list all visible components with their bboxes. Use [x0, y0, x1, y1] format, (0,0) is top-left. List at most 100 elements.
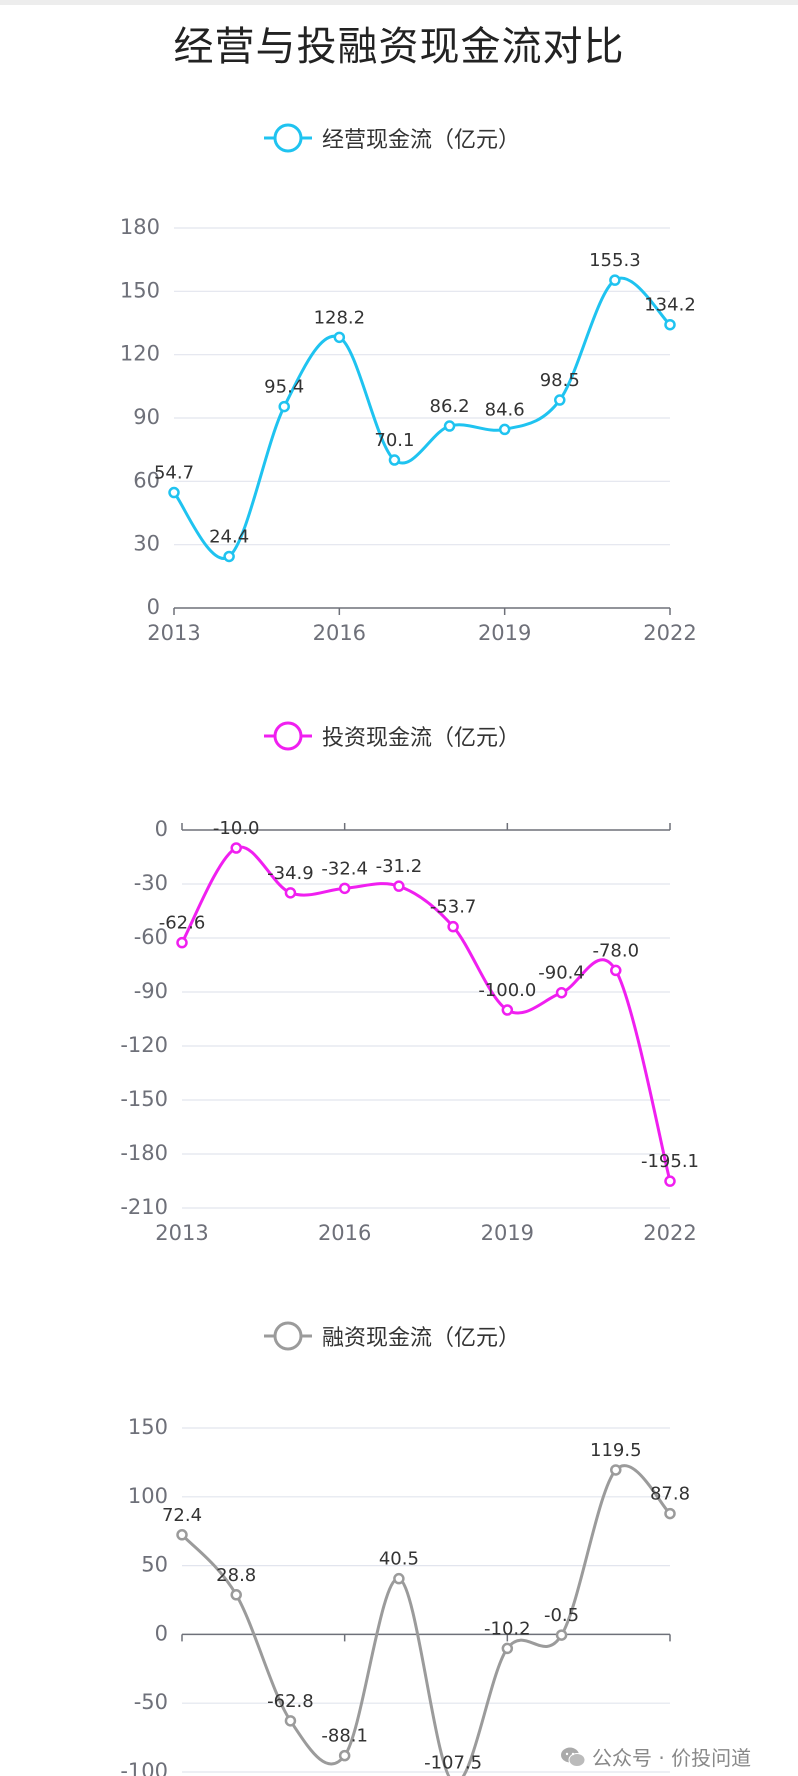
data-label: -107.5 — [424, 1752, 482, 1773]
data-point[interactable] — [664, 318, 676, 331]
chart-operating-cash-flow: 0 30 60 90 120 150 180 2013 2016 2019 2022 54.7 24.4… — [0, 200, 798, 660]
x-tick-label: 2022 — [643, 1221, 696, 1245]
data-label: -62.6 — [159, 913, 206, 934]
data-point[interactable] — [609, 274, 621, 286]
data-point[interactable] — [554, 394, 566, 406]
chart-investing-cash-flow: 0 -30 -60 -90 -120 -150 -180 -210 2013 2016 2019 20… — [0, 798, 798, 1258]
data-point[interactable] — [393, 1572, 405, 1585]
y-tick-label: -150 — [120, 1087, 168, 1111]
data-label: -62.8 — [267, 1691, 314, 1712]
y-tick-label: -100 — [120, 1759, 168, 1776]
data-point[interactable] — [443, 420, 456, 432]
data-label: -88.1 — [321, 1726, 368, 1747]
y-tick-label: -90 — [134, 979, 168, 1003]
y-tick-label: -120 — [120, 1033, 168, 1057]
data-label: -53.7 — [430, 897, 477, 918]
x-tick-label: 2013 — [155, 1221, 208, 1245]
y-tick-label: 100 — [128, 1484, 168, 1508]
y-tick-label: 150 — [128, 1415, 168, 1439]
data-point[interactable] — [284, 887, 297, 899]
y-tick-label: 0 — [155, 1621, 168, 1645]
data-point[interactable] — [610, 964, 622, 977]
data-point[interactable] — [168, 486, 180, 499]
data-point[interactable] — [664, 1507, 676, 1520]
y-tick-label: 0 — [147, 595, 160, 619]
y-tick-label: -60 — [134, 925, 168, 949]
data-label: 119.5 — [590, 1440, 642, 1461]
data-point[interactable] — [393, 880, 405, 892]
data-label: -78.0 — [592, 940, 639, 961]
data-label: -34.9 — [267, 863, 314, 884]
y-tick-label: 180 — [120, 215, 160, 239]
data-label: 84.6 — [485, 399, 525, 420]
data-point[interactable] — [555, 986, 568, 999]
data-point[interactable] — [338, 882, 351, 895]
data-point[interactable] — [501, 1004, 514, 1016]
y-tick-label: -210 — [120, 1195, 168, 1219]
page-title: 经营与投融资现金流对比 — [173, 24, 625, 70]
data-label: 54.7 — [154, 463, 194, 484]
data-label: 87.8 — [650, 1484, 690, 1505]
data-point[interactable] — [333, 331, 346, 344]
data-label: 72.4 — [162, 1505, 202, 1526]
data-point[interactable] — [230, 1589, 242, 1601]
top-bar — [0, 0, 798, 5]
legend-label-financing: 融资现金流（亿元） — [322, 1326, 521, 1351]
legend-label-investing: 投资现金流（亿元） — [322, 726, 521, 751]
data-point[interactable] — [501, 1642, 514, 1655]
chart-svg-financing: 150100500-50-100201320162019202272.428.8… — [120, 1415, 690, 1776]
data-label: 40.5 — [379, 1549, 419, 1570]
y-tick-label: 120 — [120, 342, 160, 366]
y-tick-label: 90 — [133, 405, 160, 429]
data-label: 95.4 — [264, 377, 304, 398]
data-point[interactable] — [388, 454, 401, 466]
data-label: 98.5 — [540, 370, 580, 391]
data-point[interactable] — [498, 423, 511, 436]
wechat-icon — [561, 1747, 586, 1767]
legend-investing[interactable]: 投资现金流（亿元） — [262, 716, 520, 756]
data-point[interactable] — [447, 920, 459, 933]
data-point[interactable] — [284, 1715, 297, 1727]
y-tick-label: 0 — [155, 817, 168, 841]
data-point[interactable] — [278, 400, 290, 413]
chart-svg-operating: 0 30 60 90 120 150 180 2013 2016 2019 2022 54.7 24.4… — [120, 215, 697, 645]
data-label: 28.8 — [216, 1565, 256, 1586]
x-tick-label: 2013 — [147, 621, 200, 645]
y-tick-label: 50 — [141, 1553, 168, 1577]
series-line-financing — [180, 1464, 672, 1776]
data-point[interactable] — [223, 550, 235, 563]
data-label: 134.2 — [644, 295, 696, 316]
data-label: -32.4 — [321, 858, 368, 879]
data-point[interactable] — [176, 936, 188, 949]
data-point[interactable] — [338, 1749, 351, 1762]
data-point[interactable] — [230, 842, 242, 854]
data-point[interactable] — [176, 1529, 188, 1541]
y-tick-label: -30 — [134, 871, 168, 895]
data-label: 24.4 — [209, 526, 249, 547]
y-tick-label: -180 — [120, 1141, 168, 1165]
data-point[interactable] — [610, 1464, 622, 1476]
y-tick-label: 60 — [133, 468, 160, 492]
data-label: -10.0 — [213, 818, 260, 839]
legend-label-operating: 经营现金流（亿元） — [322, 128, 521, 153]
series-line-investing — [180, 845, 672, 1182]
data-point[interactable] — [664, 1175, 676, 1187]
legend-financing[interactable]: 融资现金流（亿元） — [262, 1316, 520, 1356]
legend-symbol-financing — [264, 1321, 312, 1351]
data-label: -100.0 — [478, 980, 536, 1001]
legend-symbol-investing — [264, 721, 312, 751]
legend-operating[interactable]: 经营现金流（亿元） — [262, 118, 520, 158]
y-tick-label: 30 — [133, 532, 160, 556]
data-point[interactable] — [555, 1629, 568, 1641]
chart-financing-cash-flow: 150100500-50-100201320162019202272.428.8… — [0, 1396, 798, 1776]
data-label: -195.1 — [641, 1151, 699, 1172]
data-label: 155.3 — [589, 250, 641, 271]
legend-symbol-operating — [264, 123, 312, 153]
x-tick-label: 2022 — [643, 621, 696, 645]
watermark: 公众号 · 价投问道 — [560, 1742, 751, 1771]
y-tick-label: 150 — [120, 278, 160, 302]
data-label: 86.2 — [430, 396, 470, 417]
x-tick-label: 2016 — [313, 621, 366, 645]
watermark-text: 公众号 · 价投问道 — [592, 1746, 752, 1770]
